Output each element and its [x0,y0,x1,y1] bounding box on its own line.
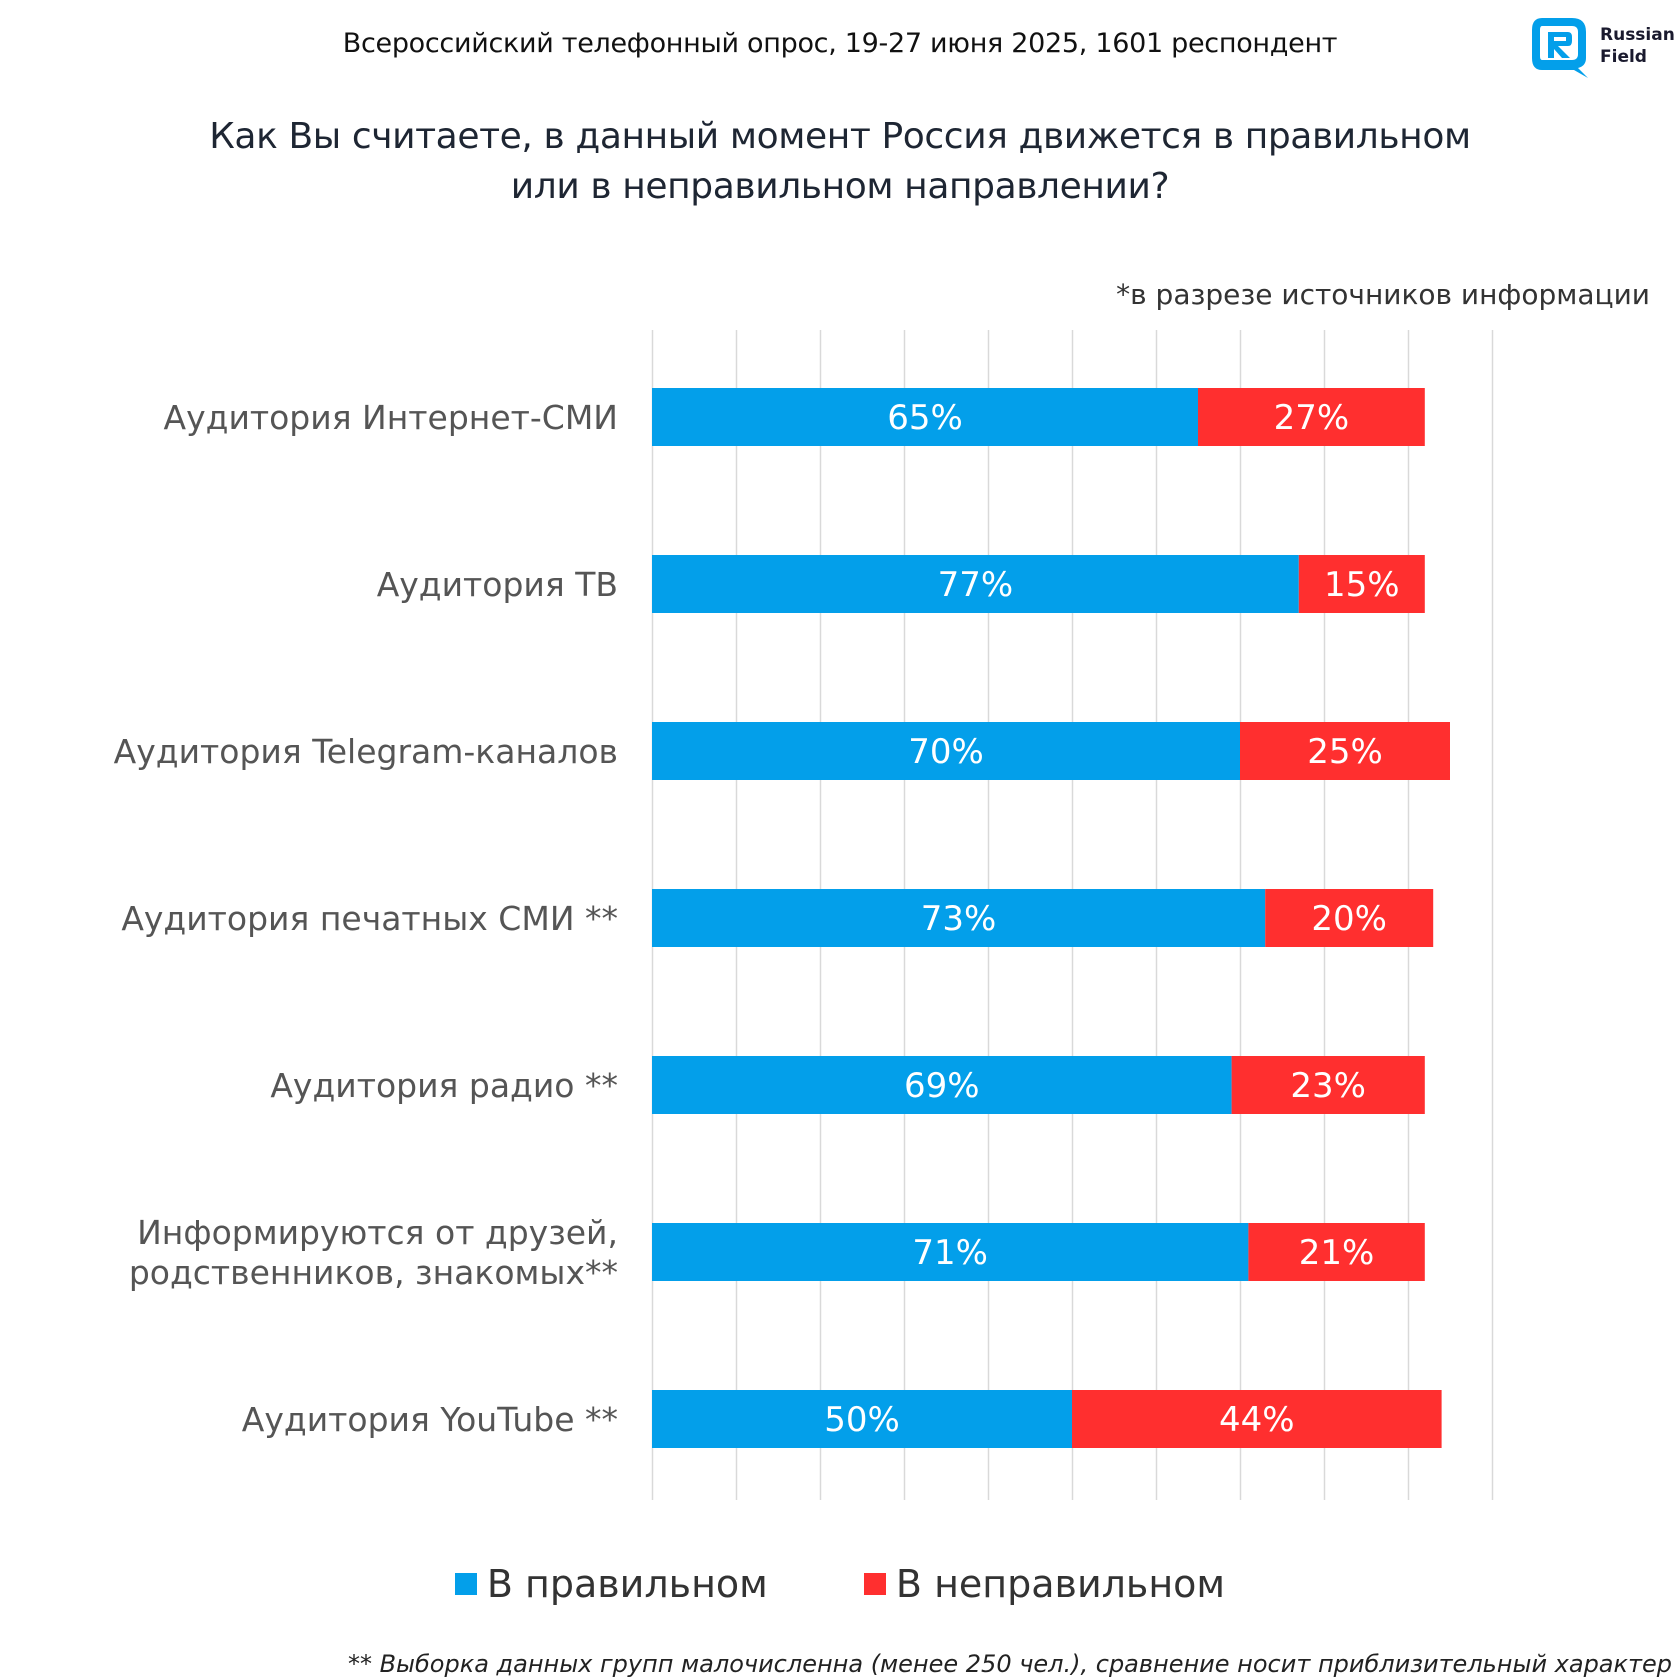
category-label: Информируются от друзей, [137,1213,618,1252]
bar-chart: 65% 27% 77% 15% 70% 25% 73% 20% 69% 23% 71% 21% 50% 4… [114,330,1494,1500]
bar-segment-right [652,889,1266,947]
data-label: 65% [887,398,963,438]
data-label: 50% [824,1400,900,1440]
category-label: родственников, знакомых** [129,1253,618,1292]
category-label: Аудитория Интернет-СМИ [164,398,618,437]
data-label: 44% [1219,1400,1295,1440]
chart-note: *в разрезе источников информации [1116,278,1650,311]
category-label: Аудитория радио ** [270,1066,618,1105]
bar-segment-right [652,722,1240,780]
category-labels: Аудитория Интернет-СМИ Аудитория ТВ Аудито… [114,398,618,1439]
russian-field-logo: Russian Field [1528,14,1678,84]
data-label: 77% [938,565,1014,605]
chart-title: Как Вы считаете, в данный момент Россия … [0,112,1680,212]
logo-text-line1: Russian [1600,25,1675,45]
bar-segment-right [652,1390,1072,1448]
bar-segment-right [652,388,1198,446]
legend: В правильном В неправильном [0,1560,1680,1606]
bar-segment-wrong [1072,1390,1442,1448]
category-label: Аудитория ТВ [377,565,618,604]
data-label: 15% [1324,565,1400,605]
bar-segment-right [652,1223,1249,1281]
category-label: Аудитория Telegram-каналов [114,732,618,771]
bar-segment-wrong [1231,1056,1425,1114]
legend-label-right: В правильном [486,1562,768,1606]
legend-item-right: В правильном [454,1562,768,1606]
survey-info: Всероссийский телефонный опрос, 19-27 ию… [342,28,1338,59]
bar-segment-wrong [1298,555,1425,613]
bars: 65% 27% 77% 15% 70% 25% 73% 20% 69% 23% 71% 21% 50% 4… [652,388,1450,1448]
logo-text-line2: Field [1600,47,1647,67]
data-label: 73% [921,899,997,939]
data-label: 27% [1274,398,1350,438]
data-label: 23% [1290,1066,1366,1106]
category-label: Аудитория печатных СМИ ** [121,899,618,938]
legend-swatch-wrong [863,1573,886,1595]
bar-segment-wrong [1240,722,1450,780]
data-label: 70% [908,732,984,772]
data-label: 20% [1311,899,1387,939]
data-label: 21% [1299,1233,1375,1273]
title-line-2: или в неправильном направлении? [510,166,1170,207]
bar-segment-right [652,555,1299,613]
data-label: 25% [1307,732,1383,772]
footnote: ** Выборка данных групп малочисленна (ме… [347,1650,1672,1678]
data-label: 69% [904,1066,980,1106]
legend-swatch-right [454,1573,477,1595]
logo-icon [1532,18,1588,78]
title-line-1: Как Вы считаете, в данный момент Россия … [209,116,1471,157]
bar-segment-wrong [1248,1223,1425,1281]
data-label: 71% [912,1233,988,1273]
bar-segment-wrong [1198,388,1425,446]
bar-segment-wrong [1265,889,1434,947]
category-label: Аудитория YouTube ** [242,1400,618,1439]
legend-item-wrong: В неправильном [863,1562,1226,1606]
legend-label-wrong: В неправильном [895,1562,1226,1606]
bar-segment-right [652,1056,1232,1114]
